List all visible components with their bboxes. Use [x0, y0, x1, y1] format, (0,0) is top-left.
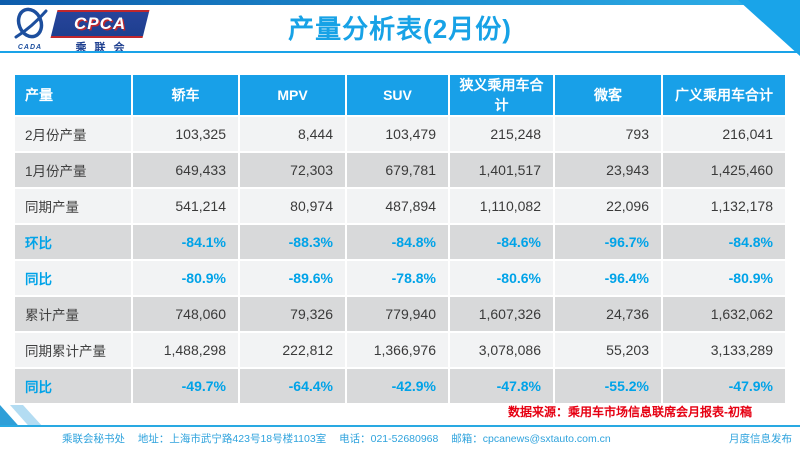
cell: 1,110,082	[450, 189, 555, 225]
row-label: 同期累计产量	[15, 333, 133, 369]
page-title: 产量分析表(2月份)	[288, 14, 512, 44]
table-row: 环比 -84.1% -88.3% -84.8% -84.6% -96.7% -84.8%	[15, 225, 785, 261]
cell: -64.4%	[240, 369, 347, 405]
table-row: 累计产量 748,060 79,326 779,940 1,607,326 24,736 1…	[15, 297, 785, 333]
footer-org: 乘联会秘书处	[62, 433, 125, 445]
row-label: 环比	[15, 225, 133, 261]
cell: -84.8%	[347, 225, 450, 261]
cell: 55,203	[555, 333, 663, 369]
table-row: 同比 -49.7% -64.4% -42.9% -47.8% -55.2% -47.9%	[15, 369, 785, 405]
footer-phone: 电话：021-52680968	[339, 433, 439, 445]
cell: 103,325	[133, 117, 240, 153]
cell: 679,781	[347, 153, 450, 189]
data-source-note: 数据来源：乘用车市场信息联席会月报表-初稿	[508, 405, 752, 419]
table-row: 同期累计产量 1,488,298 222,812 1,366,976 3,078,086…	[15, 333, 785, 369]
cell: -96.7%	[555, 225, 663, 261]
table-row: 1月份产量 649,433 72,303 679,781 1,401,517 23,943…	[15, 153, 785, 189]
production-table: 产量 轿车 MPV SUV 狭义乘用车合计 微客 广义乘用车合计 2月份产量 103,325 8…	[15, 75, 785, 405]
footer-address: 地址：上海市武宁路423号18号楼1103室	[137, 433, 327, 445]
row-label: 同比	[15, 369, 133, 405]
cell: 22,096	[555, 189, 663, 225]
cell: -47.8%	[450, 369, 555, 405]
cell: 3,078,086	[450, 333, 555, 369]
cell: 215,248	[450, 117, 555, 153]
cell: -80.9%	[133, 261, 240, 297]
cell: 3,133,289	[663, 333, 785, 369]
footer-contact-info: 乘联会秘书处 地址：上海市武宁路423号18号楼1103室 电话：021-526…	[62, 431, 621, 446]
cell: -84.1%	[133, 225, 240, 261]
column-header: 广义乘用车合计	[663, 75, 785, 117]
footer-release-label: 月度信息发布	[729, 433, 792, 445]
cell: -96.4%	[555, 261, 663, 297]
cell: 103,479	[347, 117, 450, 153]
table-container: 产量 轿车 MPV SUV 狭义乘用车合计 微客 广义乘用车合计 2月份产量 103,325 8…	[15, 75, 785, 405]
cell: 1,366,976	[347, 333, 450, 369]
cell: 1,425,460	[663, 153, 785, 189]
top-accent-bar	[0, 0, 800, 5]
cell: -84.8%	[663, 225, 785, 261]
cell: -78.8%	[347, 261, 450, 297]
footer-bar: 乘联会秘书处 地址：上海市武宁路423号18号楼1103室 电话：021-526…	[0, 425, 800, 450]
table-row: 同比 -80.9% -89.6% -78.8% -80.6% -96.4% -80.9%	[15, 261, 785, 297]
table-body: 2月份产量 103,325 8,444 103,479 215,248 793 216,04…	[15, 117, 785, 405]
cell: -80.6%	[450, 261, 555, 297]
cell: 793	[555, 117, 663, 153]
cell: 748,060	[133, 297, 240, 333]
cell: 541,214	[133, 189, 240, 225]
row-label: 2月份产量	[15, 117, 133, 153]
emblem-icon: CADA	[10, 7, 50, 51]
row-label: 1月份产量	[15, 153, 133, 189]
cell: -89.6%	[240, 261, 347, 297]
cell: -42.9%	[347, 369, 450, 405]
title-divider	[0, 51, 800, 53]
cell: 8,444	[240, 117, 347, 153]
column-header: 微客	[555, 75, 663, 117]
cell: -49.7%	[133, 369, 240, 405]
cell: 1,607,326	[450, 297, 555, 333]
cell: 1,132,178	[663, 189, 785, 225]
cell: 649,433	[133, 153, 240, 189]
cell: -55.2%	[555, 369, 663, 405]
row-label: 同期产量	[15, 189, 133, 225]
cell: 216,041	[663, 117, 785, 153]
emblem-caption: CADA	[17, 44, 43, 51]
column-header: 狭义乘用车合计	[450, 75, 555, 117]
row-label: 同比	[15, 261, 133, 297]
cell: 24,736	[555, 297, 663, 333]
cell: 72,303	[240, 153, 347, 189]
emblem-circle-icon	[14, 7, 48, 39]
cell: -80.9%	[663, 261, 785, 297]
column-header: 产量	[15, 75, 133, 117]
column-header: MPV	[240, 75, 347, 117]
cell: -47.9%	[663, 369, 785, 405]
cell: 79,326	[240, 297, 347, 333]
row-label: 累计产量	[15, 297, 133, 333]
column-header: SUV	[347, 75, 450, 117]
table-row: 同期产量 541,214 80,974 487,894 1,110,082 22,096 1…	[15, 189, 785, 225]
column-header: 轿车	[133, 75, 240, 117]
cell: -88.3%	[240, 225, 347, 261]
cell: -84.6%	[450, 225, 555, 261]
footer-email: 邮箱：cpcanews@sxtauto.com.cn	[451, 433, 611, 445]
table-header-row: 产量 轿车 MPV SUV 狭义乘用车合计 微客 广义乘用车合计	[15, 75, 785, 117]
cell: 487,894	[347, 189, 450, 225]
table-row: 2月份产量 103,325 8,444 103,479 215,248 793 216,04…	[15, 117, 785, 153]
cell: 779,940	[347, 297, 450, 333]
cell: 23,943	[555, 153, 663, 189]
cell: 1,401,517	[450, 153, 555, 189]
cell: 80,974	[240, 189, 347, 225]
cell: 1,632,062	[663, 297, 785, 333]
cell: 222,812	[240, 333, 347, 369]
cell: 1,488,298	[133, 333, 240, 369]
